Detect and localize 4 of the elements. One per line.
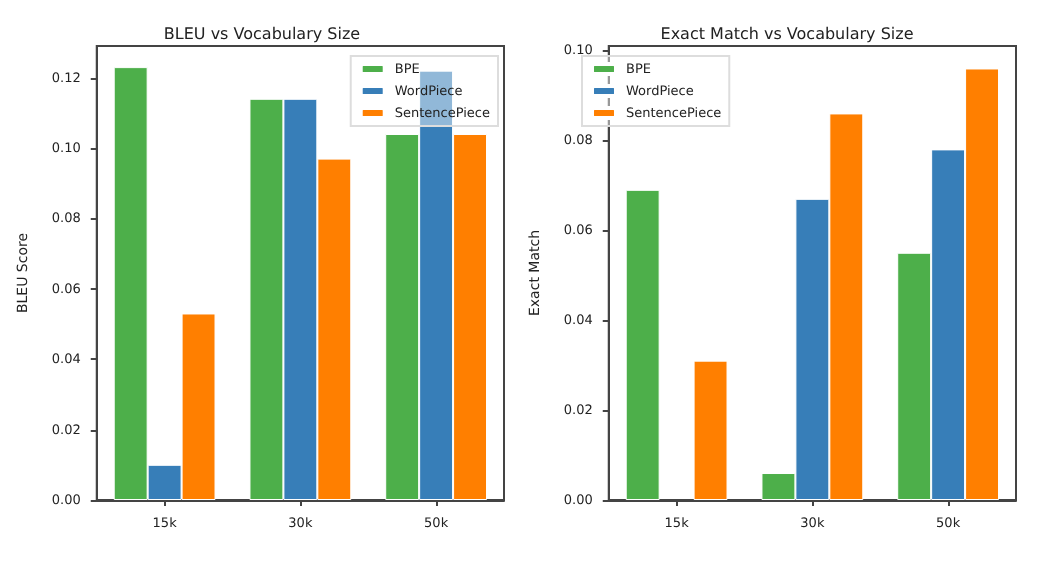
bar (625, 189, 660, 500)
chart-title: BLEU vs Vocabulary Size (163, 25, 361, 43)
bar (693, 360, 728, 500)
chart-title: Exact Match vs Vocabulary Size (660, 25, 914, 43)
